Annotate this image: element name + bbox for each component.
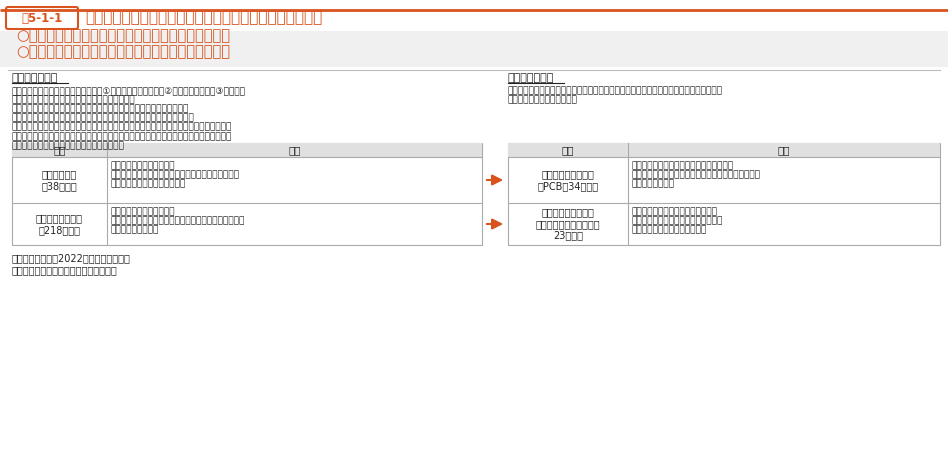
Text: ・製造・輸入の実績の届出: ・製造・輸入の実績の届出 (111, 161, 175, 170)
Text: ・製造・輸入の予定及び実績の届出: ・製造・輸入の予定及び実績の届出 (632, 207, 718, 216)
Text: ○リスクの高い化学物質による環境汚染の防止を目的: ○リスクの高い化学物質による環境汚染の防止を目的 (16, 28, 230, 44)
Text: 注：各物質の数は2022年４月１日時点。: 注：各物質の数は2022年４月１日時点。 (12, 253, 131, 263)
Bar (12, 143, 482, 245)
Text: 規制: 規制 (777, 145, 791, 155)
Text: ・製造・輸入の実績の届出: ・製造・輸入の実績の届出 (111, 207, 175, 216)
Text: 化学物質の審査及び製造等の規制に関する法律のポイント: 化学物質の審査及び製造等の規制に関する法律のポイント (85, 11, 322, 26)
Text: 第二種特定化学物質
（トリクロロエチレン等
23物質）: 第二種特定化学物質 （トリクロロエチレン等 23物質） (536, 207, 600, 241)
Text: ・（必要に応じ）製造・輸入量の制限: ・（必要に応じ）製造・輸入量の制限 (632, 216, 723, 225)
Text: 区分: 区分 (562, 145, 574, 155)
Text: ・難分解性・高蓄積性・長期毒性のある物質は第一種特定化学物質に指定: ・難分解性・高蓄積性・長期毒性のある物質は第一種特定化学物質に指定 (12, 104, 190, 113)
Text: ・リスク評価を行い、リスクが認められれば、第二種特: ・リスク評価を行い、リスクが認められれば、第二種特 (111, 216, 246, 225)
Text: 図5-1-1: 図5-1-1 (22, 11, 63, 24)
Text: ・新規化学物質の製造・輸入に際し、①環境中での難分解性、②生物への蓄積性、③人や動植: ・新規化学物質の製造・輸入に際し、①環境中での難分解性、②生物への蓄積性、③人や… (12, 86, 246, 95)
Text: 区分: 区分 (53, 145, 65, 155)
Text: 措置: 措置 (288, 145, 301, 155)
Text: とは言えない物質は優先評価化学物質に指定: とは言えない物質は優先評価化学物質に指定 (12, 141, 125, 150)
Bar (0, 31, 948, 67)
Bar (508, 143, 940, 245)
Text: 定化学物質に指定: 定化学物質に指定 (111, 225, 159, 234)
FancyBboxPatch shape (6, 7, 78, 29)
Text: 監視化学物質
（38物質）: 監視化学物質 （38物質） (42, 169, 78, 191)
Bar (12, 143, 482, 157)
Text: 第一種特定化学物質
（PCB等34物質）: 第一種特定化学物質 （PCB等34物質） (538, 169, 598, 191)
Text: ・その他の一般化学物質等（上記に該当しない既存化学物質及び審査済みの新規化学物質）: ・その他の一般化学物質等（上記に該当しない既存化学物質及び審査済みの新規化学物質… (12, 123, 232, 132)
Text: については、製造・輸入量や毒性情報等を基にスクリーニング評価を行い、リスクがない: については、製造・輸入量や毒性情報等を基にスクリーニング評価を行い、リスクがない (12, 132, 232, 141)
Text: 優先評価化学物質
（218物質）: 優先評価化学物質 （218物質） (36, 213, 83, 235)
Text: ・原則、製造・輸入、使用の事実上の禁止: ・原則、製造・輸入、使用の事実上の禁止 (632, 161, 734, 170)
Text: ・取扱いに係る技術指針の遵守: ・取扱いに係る技術指針の遵守 (632, 225, 707, 234)
Text: ○化学物質に関するリスク評価とリスク管理の２本柱: ○化学物質に関するリスク評価とリスク管理の２本柱 (16, 45, 230, 60)
Text: ・リスク評価等の結果、指定された特定化学物質について、性状に応じた製造・輸入・使: ・リスク評価等の結果、指定された特定化学物質について、性状に応じた製造・輸入・使 (508, 86, 723, 95)
Text: 物への毒性の届出を事業者に義務付け、国が審査: 物への毒性の届出を事業者に義務付け、国が審査 (12, 95, 136, 104)
Text: ば第一種特定化学物質に指定: ば第一種特定化学物質に指定 (111, 179, 186, 188)
Text: １．リスク評価: １．リスク評価 (12, 73, 59, 83)
Text: 用に関する規制により管理: 用に関する規制により管理 (508, 95, 578, 104)
Text: 資料：厚生労働省、経済産業省、環境省: 資料：厚生労働省、経済産業省、環境省 (12, 265, 118, 275)
Text: ・有害性調査の指示等を行い、長期毒性が認められれ: ・有害性調査の指示等を行い、長期毒性が認められれ (111, 170, 240, 179)
Text: ・限定的に使用を認める用途について、取扱いに係る: ・限定的に使用を認める用途について、取扱いに係る (632, 170, 761, 179)
Bar (508, 143, 940, 157)
Text: 技術基準の遵守: 技術基準の遵守 (632, 179, 675, 188)
Text: ・難分解性・高蓄積性物質・毒性不明の既存化学物質は監視化学物質に指定: ・難分解性・高蓄積性物質・毒性不明の既存化学物質は監視化学物質に指定 (12, 113, 194, 123)
Text: ２．リスク管理: ２．リスク管理 (508, 73, 555, 83)
